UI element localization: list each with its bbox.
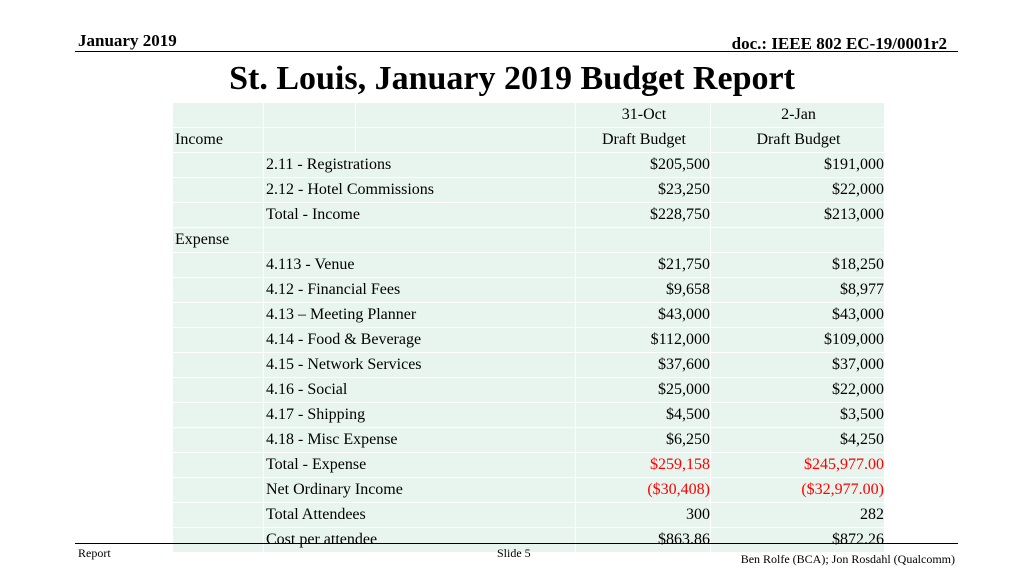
value-31-oct: ($30,408)	[575, 477, 711, 503]
slide-number: Slide 5	[497, 546, 531, 560]
table-row: Total - Expense $259,158 $245,977.00	[172, 452, 885, 478]
value-31-oct: $259,158	[575, 452, 711, 478]
row-label: 4.17 - Shipping	[263, 402, 576, 428]
row-label: 4.18 - Misc Expense	[263, 427, 576, 453]
value-2-jan: $109,000	[710, 327, 885, 353]
value-2-jan: $191,000	[710, 152, 885, 178]
row-label: 4.16 - Social	[263, 377, 576, 403]
column-b-date: 2-Jan	[710, 102, 885, 128]
column-a-heading: Draft Budget	[575, 127, 711, 153]
value-2-jan: $213,000	[710, 202, 885, 228]
budget-table: 31-Oct 2-Jan Income Draft Budget Draft B…	[172, 102, 885, 553]
value-2-jan: ($32,977.00)	[710, 477, 885, 503]
section-income-label: Income	[172, 127, 264, 153]
value-31-oct: $205,500	[575, 152, 711, 178]
value-2-jan: $37,000	[710, 352, 885, 378]
row-label: 4.12 - Financial Fees	[263, 277, 576, 303]
row-label: Total Attendees	[263, 502, 576, 528]
value-31-oct: $9,658	[575, 277, 711, 303]
row-label: 2.12 - Hotel Commissions	[263, 177, 576, 203]
row-label: Total - Expense	[263, 452, 576, 478]
row-label: Total - Income	[263, 202, 576, 228]
value-2-jan: $3,500	[710, 402, 885, 428]
page-title: St. Louis, January 2019 Budget Report	[229, 60, 795, 97]
footer-left: Report	[78, 546, 111, 560]
header-date: January 2019	[78, 31, 177, 50]
table-row: 4.18 - Misc Expense $6,250 $4,250	[172, 427, 885, 453]
value-31-oct: $37,600	[575, 352, 711, 378]
table-row: Net Ordinary Income ($30,408) ($32,977.00)	[172, 477, 885, 503]
value-31-oct: $112,000	[575, 327, 711, 353]
value-31-oct: $25,000	[575, 377, 711, 403]
value-2-jan: 282	[710, 502, 885, 528]
table-row: 2.12 - Hotel Commissions $23,250 $22,000	[172, 177, 885, 203]
table-row: Total - Income $228,750 $213,000	[172, 202, 885, 228]
column-b-heading: Draft Budget	[710, 127, 885, 153]
value-31-oct: $863.86	[575, 527, 711, 553]
column-a-date: 31-Oct	[575, 102, 711, 128]
row-label: Net Ordinary Income	[263, 477, 576, 503]
footer-authors: Ben Rolfe (BCA); Jon Rosdahl (Qualcomm)	[740, 552, 955, 566]
value-2-jan: $8,977	[710, 277, 885, 303]
value-31-oct: 300	[575, 502, 711, 528]
table-row-expense-section: Expense	[172, 227, 885, 253]
table-row: 4.113 - Venue $21,750 $18,250	[172, 252, 885, 278]
table-row: 4.17 - Shipping $4,500 $3,500	[172, 402, 885, 428]
row-label: 4.113 - Venue	[263, 252, 576, 278]
row-label: 4.14 - Food & Beverage	[263, 327, 576, 353]
value-31-oct: $43,000	[575, 302, 711, 328]
value-31-oct: $21,750	[575, 252, 711, 278]
table-row: 4.14 - Food & Beverage $112,000 $109,000	[172, 327, 885, 353]
value-2-jan: $18,250	[710, 252, 885, 278]
value-2-jan: $4,250	[710, 427, 885, 453]
value-2-jan: $872.26	[710, 527, 885, 553]
row-label: 4.15 - Network Services	[263, 352, 576, 378]
table-row: 4.15 - Network Services $37,600 $37,000	[172, 352, 885, 378]
table-row: 4.12 - Financial Fees $9,658 $8,977	[172, 277, 885, 303]
table-row: 4.16 - Social $25,000 $22,000	[172, 377, 885, 403]
value-2-jan: $22,000	[710, 177, 885, 203]
value-31-oct: $23,250	[575, 177, 711, 203]
table-row: 2.11 - Registrations $205,500 $191,000	[172, 152, 885, 178]
footer-divider	[75, 543, 958, 544]
row-label: 4.13 – Meeting Planner	[263, 302, 576, 328]
value-2-jan: $22,000	[710, 377, 885, 403]
value-31-oct: $4,500	[575, 402, 711, 428]
value-2-jan: $245,977.00	[710, 452, 885, 478]
section-expense-label: Expense	[172, 227, 264, 253]
value-31-oct: $228,750	[575, 202, 711, 228]
header-doc-id: doc.: IEEE 802 EC-19/0001r2	[731, 34, 947, 53]
value-31-oct: $6,250	[575, 427, 711, 453]
table-row: 4.13 – Meeting Planner $43,000 $43,000	[172, 302, 885, 328]
value-2-jan: $43,000	[710, 302, 885, 328]
table-header-row-dates: 31-Oct 2-Jan	[172, 102, 885, 128]
row-label: 2.11 - Registrations	[263, 152, 576, 178]
header-divider	[75, 51, 958, 52]
table-row: Total Attendees 300 282	[172, 502, 885, 528]
table-header-row-labels: Income Draft Budget Draft Budget	[172, 127, 885, 153]
